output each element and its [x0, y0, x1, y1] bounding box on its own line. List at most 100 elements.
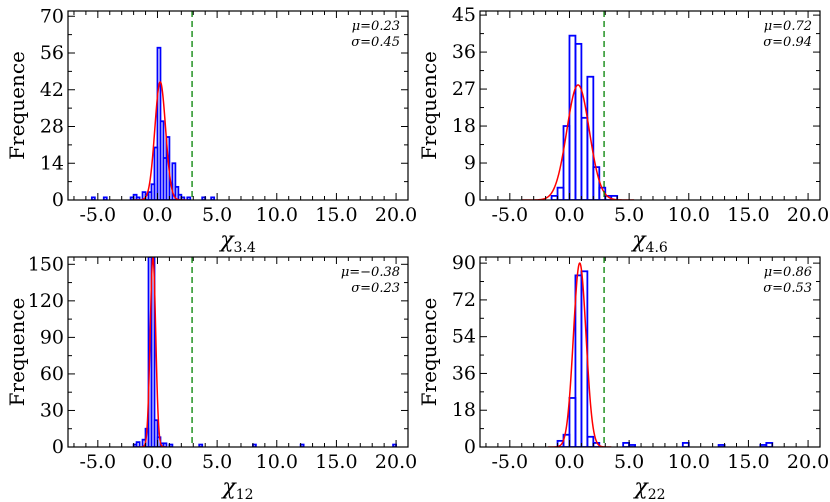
y-tick-label: 90	[452, 252, 476, 274]
x-tick-label: 0.0	[554, 451, 584, 473]
chart-panel-2: -5.0 0.0 5.0 10.0 15.0 20.0 0 9 18 27 36 45 Frequenc…	[417, 4, 829, 256]
y-tick-label: 60	[40, 363, 64, 385]
y-tick-label: 150	[28, 253, 64, 275]
histogram-bar	[150, 257, 156, 447]
y-tick-label: 36	[452, 41, 476, 63]
x-tick-label: 15.0	[727, 451, 769, 473]
y-axis-label: Frequence	[5, 298, 29, 407]
histogram-series	[90, 46, 216, 200]
histogram-bar	[186, 196, 192, 200]
y-tick-label: 18	[452, 115, 476, 137]
chart-panel-1: -5.0 0.0 5.0 10.0 15.0 20.0 0 14 28 42 56 70 Frequen…	[5, 5, 417, 256]
x-tick-label: -5.0	[492, 451, 529, 473]
chart-panel-3: -5.0 0.0 5.0 10.0 15.0 20.0 0 30 60 90 120 150 Frequ…	[5, 253, 417, 502]
x-axis-label-symbol: χ	[632, 475, 649, 500]
y-tick-label: 14	[40, 152, 64, 174]
x-tick-label: 15.0	[315, 451, 357, 473]
histogram-bar	[102, 196, 108, 200]
x-tick-label: 10.0	[256, 451, 298, 473]
histogram-bar	[171, 162, 177, 200]
y-tick-label: 0	[52, 189, 64, 211]
x-tick-label: -5.0	[492, 204, 529, 226]
x-axis-label-subscript: 12	[236, 487, 254, 502]
y-tick-label: 36	[452, 362, 476, 384]
y-tick-label: 56	[40, 42, 64, 64]
chart-panel-4: -5.0 0.0 5.0 10.0 15.0 20.0 0 18 36 54 72 90 Frequen…	[417, 252, 829, 502]
x-axis-label-subscript: 4.6	[646, 240, 668, 256]
x-axis-label: χ4.6	[630, 228, 668, 256]
y-axis-label: Frequence	[5, 51, 29, 160]
y-tick-label: 9	[464, 152, 476, 174]
x-tick-label: 15.0	[727, 204, 769, 226]
x-tick-label: 20.0	[375, 451, 417, 473]
plot-frame	[479, 10, 821, 201]
gaussian-fit-line	[548, 262, 612, 447]
histogram-bar	[174, 185, 180, 200]
histogram-bar	[162, 442, 168, 447]
histogram-bar	[765, 442, 774, 447]
histogram-bar	[90, 196, 96, 200]
x-axis-label-symbol: χ	[220, 475, 237, 500]
y-tick-label: 90	[40, 326, 64, 348]
x-tick-label: 5.0	[202, 451, 232, 473]
x-tick-label: 5.0	[614, 451, 644, 473]
x-tick-label: -5.0	[80, 204, 117, 226]
x-tick-label: 5.0	[202, 204, 232, 226]
x-tick-label: 0.0	[142, 451, 172, 473]
x-axis-label-subscript: 3.4	[234, 240, 256, 256]
y-tick-label: 27	[452, 78, 476, 100]
x-tick-label: 10.0	[256, 204, 298, 226]
histogram-bar	[586, 75, 595, 200]
x-tick-label: 0.0	[554, 204, 584, 226]
x-axis-label-subscript: 22	[648, 487, 666, 502]
histogram-bar	[210, 196, 216, 200]
x-axis-label-symbol: χ	[630, 228, 647, 253]
x-axis-label: χ12	[220, 475, 253, 502]
y-axis-label: Frequence	[417, 298, 441, 407]
mu-annotation: μ=0.72	[764, 19, 812, 34]
y-tick-label: 42	[40, 79, 64, 101]
y-tick-label: 54	[452, 326, 476, 348]
y-tick-label: 18	[452, 399, 476, 421]
histogram-bar	[681, 442, 690, 447]
gaussian-fit-line	[139, 257, 167, 447]
sigma-annotation: σ=0.94	[763, 35, 812, 50]
x-axis-label-symbol: χ	[218, 228, 235, 253]
histogram-series	[550, 34, 619, 200]
plot-frame	[67, 256, 409, 448]
mu-annotation: μ=0.23	[352, 19, 400, 34]
y-tick-label: 28	[40, 116, 64, 138]
mu-annotation: μ=0.86	[764, 265, 812, 280]
gaussian-fit-line	[521, 84, 635, 200]
x-tick-label: 0.0	[142, 204, 172, 226]
x-tick-label: 15.0	[315, 204, 357, 226]
sigma-annotation: σ=0.23	[351, 281, 400, 296]
histogram-bar	[135, 196, 141, 200]
y-tick-label: 45	[452, 4, 476, 26]
x-tick-label: 10.0	[668, 204, 710, 226]
x-tick-label: 20.0	[787, 451, 829, 473]
x-tick-label: 5.0	[614, 204, 644, 226]
plot-frame	[67, 10, 409, 201]
plot-frame	[479, 256, 821, 448]
y-axis-label: Frequence	[417, 51, 441, 160]
mu-annotation: μ=−0.38	[341, 265, 400, 280]
y-tick-label: 70	[40, 5, 64, 27]
histogram-series	[556, 270, 774, 447]
x-tick-label: 20.0	[787, 204, 829, 226]
y-tick-label: 30	[40, 399, 64, 421]
x-axis-label: χ3.4	[218, 228, 256, 256]
x-tick-label: -5.0	[80, 451, 117, 473]
x-tick-label: 20.0	[375, 204, 417, 226]
y-tick-label: 0	[52, 436, 64, 458]
histogram-bar	[198, 443, 204, 447]
y-tick-label: 0	[464, 189, 476, 211]
x-tick-label: 10.0	[668, 451, 710, 473]
histogram-bar	[153, 419, 159, 447]
x-axis-label: χ22	[632, 475, 665, 502]
sigma-annotation: σ=0.53	[763, 281, 812, 296]
y-tick-label: 120	[28, 290, 64, 312]
y-tick-label: 0	[464, 436, 476, 458]
sigma-annotation: σ=0.45	[351, 35, 400, 50]
